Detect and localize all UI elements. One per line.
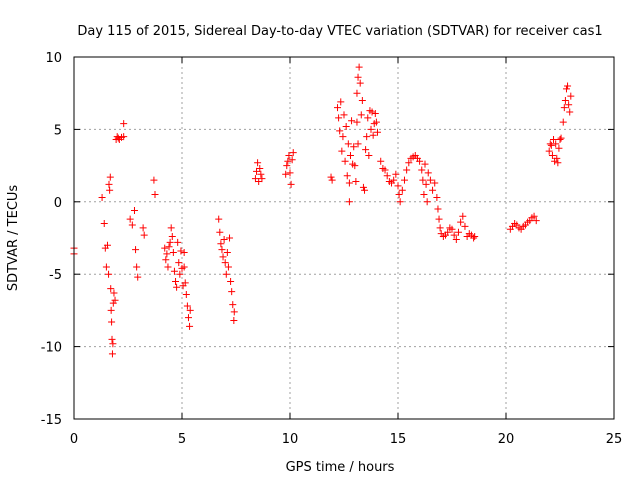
y-tick-label: -10 <box>41 341 62 356</box>
sdtvar-chart: Day 115 of 2015, Sidereal Day-to-day VTE… <box>0 0 640 480</box>
y-tick-label: -5 <box>49 268 62 283</box>
x-tick-label: 15 <box>390 432 407 447</box>
x-tick-label: 25 <box>606 432 623 447</box>
y-tick-label: 5 <box>54 123 62 138</box>
y-tick-label: 0 <box>54 196 62 211</box>
y-axis-label: SDTVAR / TECUs <box>6 185 21 292</box>
y-tick-label: -15 <box>41 413 62 428</box>
x-axis-label: GPS time / hours <box>286 460 395 475</box>
x-tick-label: 0 <box>70 432 78 447</box>
chart-title: Day 115 of 2015, Sidereal Day-to-day VTE… <box>77 24 602 39</box>
chart-background <box>0 0 640 480</box>
y-tick-label: 10 <box>45 51 62 66</box>
x-tick-label: 5 <box>178 432 186 447</box>
x-tick-label: 10 <box>282 432 299 447</box>
x-tick-label: 20 <box>498 432 515 447</box>
